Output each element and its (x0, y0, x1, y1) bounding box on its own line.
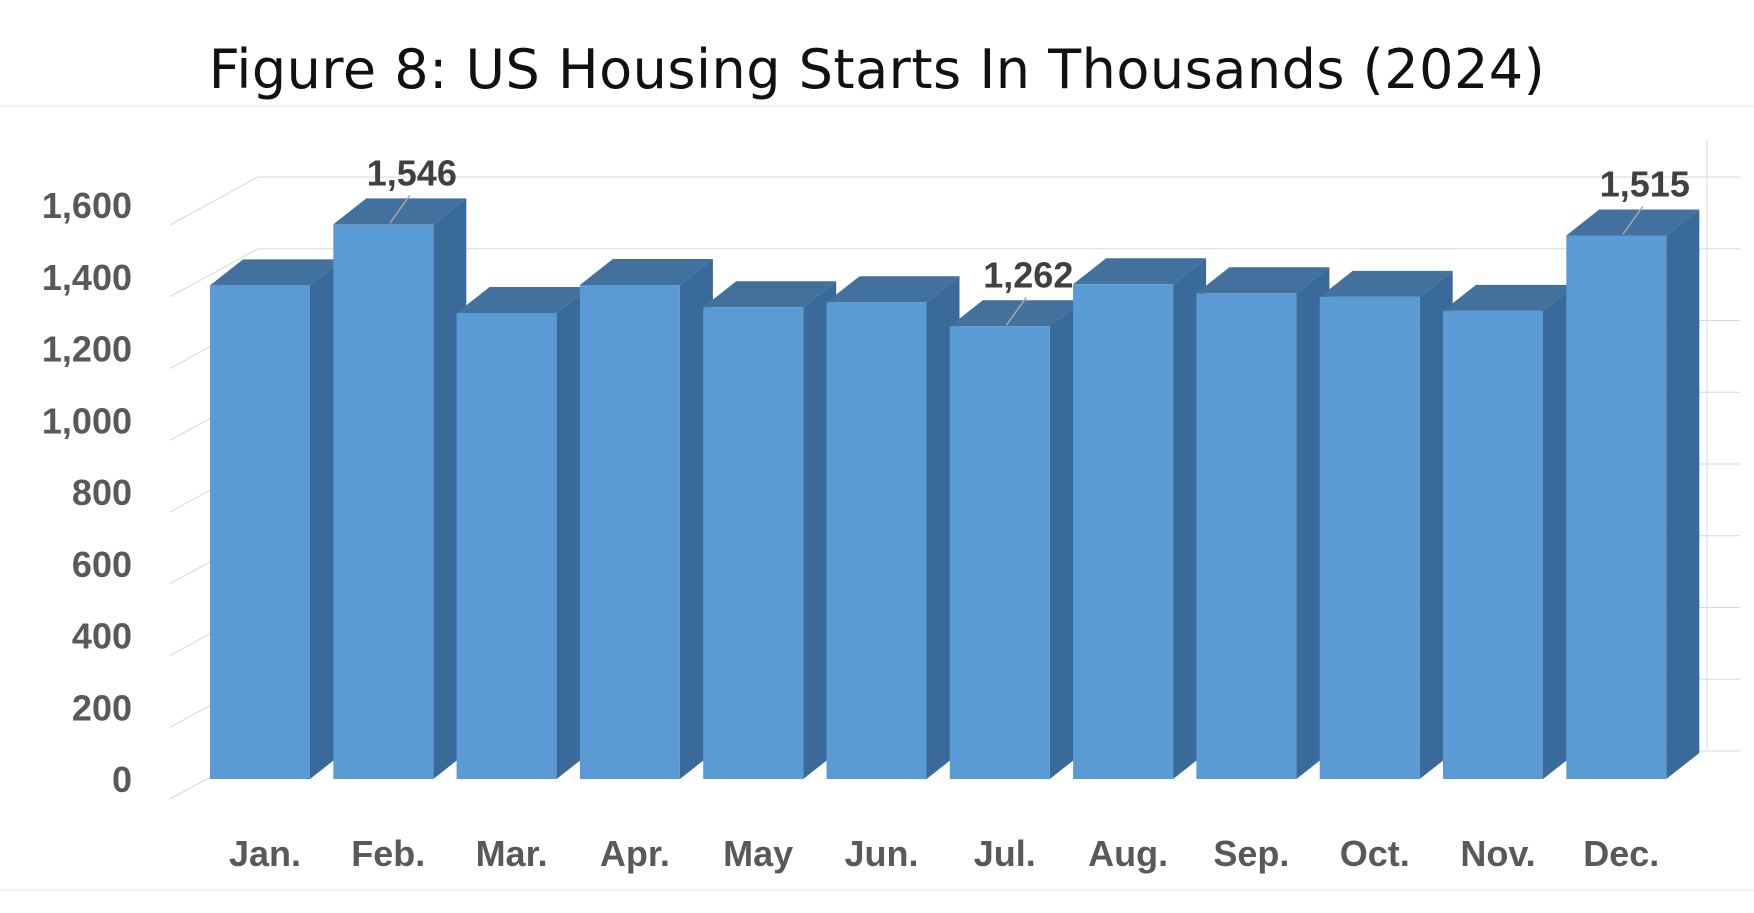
x-tick-label: Aug. (1088, 833, 1168, 874)
bar-top (456, 286, 590, 313)
bar (210, 285, 310, 779)
x-tick-label: Oct. (1340, 833, 1410, 874)
bar (826, 302, 927, 779)
x-tick-label: May (723, 833, 793, 874)
bar-top (1073, 258, 1207, 285)
bar (579, 285, 680, 779)
bar-top (1566, 209, 1700, 236)
bar (333, 224, 434, 779)
chart-title: Figure 8: US Housing Starts In Thousands… (208, 38, 1546, 101)
gridline-side (169, 176, 259, 226)
bar (703, 307, 804, 779)
bar (1196, 293, 1297, 779)
x-tick-label: Jul. (974, 833, 1036, 874)
bar-top (1443, 284, 1576, 311)
y-tick-label: 1,600 (42, 185, 132, 226)
bar-top (703, 281, 837, 308)
bar (1319, 296, 1420, 779)
y-tick-label: 400 (72, 616, 132, 657)
bar-top (1196, 267, 1330, 294)
data-label-leader (1005, 296, 1027, 326)
x-tick-label: Apr. (600, 833, 670, 874)
y-tick-label: 1,200 (42, 329, 132, 370)
x-tick-label: Jun. (844, 833, 918, 874)
data-label: 1,546 (367, 152, 457, 193)
bar (1073, 284, 1174, 779)
x-tick-label: Jan. (229, 833, 301, 874)
x-tick-label: Sep. (1213, 833, 1289, 874)
y-tick-label: 1,000 (42, 400, 132, 441)
data-label: 1,515 (1600, 163, 1690, 204)
x-tick-label: Mar. (476, 833, 548, 874)
y-tick-label: 600 (72, 544, 132, 585)
y-tick-label: 1,400 (42, 257, 132, 298)
data-label-leader (389, 194, 411, 224)
bar-top (579, 259, 713, 286)
y-tick-label: 800 (72, 472, 132, 513)
x-tick-label: Dec. (1583, 833, 1659, 874)
bar (456, 312, 557, 779)
bar-top (333, 198, 467, 225)
x-tick-label: Feb. (351, 833, 425, 874)
bar-top (210, 259, 343, 286)
bar-top (826, 276, 960, 303)
bar (1566, 235, 1667, 779)
gridline-side (169, 248, 259, 298)
bar-side (1666, 209, 1700, 779)
bar-top (1319, 270, 1453, 297)
y-tick-label: 0 (112, 759, 132, 800)
bar (1443, 310, 1543, 779)
bar-top (949, 300, 1083, 327)
data-label: 1,262 (983, 254, 1073, 295)
y-tick-label: 200 (72, 687, 132, 728)
data-label-leader (1622, 206, 1644, 235)
x-tick-label: Nov. (1460, 833, 1535, 874)
bar (949, 326, 1050, 779)
